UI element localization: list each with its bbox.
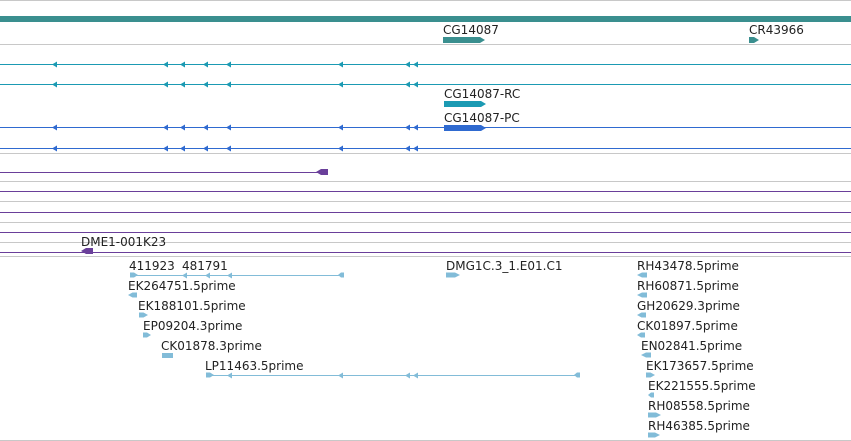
est-label-rh08558[interactable]: RH08558.5prime bbox=[648, 399, 750, 413]
intron-arrow bbox=[413, 124, 418, 131]
intron-arrow bbox=[226, 145, 231, 152]
est-block-ek173657 bbox=[646, 372, 655, 378]
est-label-411923[interactable]: 411923 bbox=[129, 259, 175, 273]
est-block-rh60871 bbox=[637, 292, 647, 298]
intron-arrow bbox=[163, 61, 168, 68]
est-label-rh46385[interactable]: RH46385.5prime bbox=[648, 419, 750, 433]
est-block bbox=[206, 372, 214, 378]
intron-arrow bbox=[52, 81, 57, 88]
est-arrow bbox=[413, 372, 418, 379]
est-label-481791[interactable]: 481791 bbox=[182, 259, 228, 273]
intron-arrow bbox=[405, 61, 410, 68]
clone-glyph-dme1-001k23 bbox=[81, 248, 93, 254]
est-block-ck01878 bbox=[162, 353, 173, 358]
purple-feature-block bbox=[316, 169, 328, 175]
est-block bbox=[574, 372, 580, 378]
intron-arrow bbox=[180, 61, 185, 68]
est-label-ek264751[interactable]: EK264751.5prime bbox=[128, 279, 236, 293]
est-label-en02841[interactable]: EN02841.5prime bbox=[641, 339, 743, 353]
est-label-ek173657[interactable]: EK173657.5prime bbox=[646, 359, 754, 373]
intron-arrow bbox=[52, 124, 57, 131]
intron-arrow bbox=[163, 81, 168, 88]
est-block-rh08558 bbox=[648, 412, 661, 418]
intron-arrow bbox=[203, 124, 208, 131]
est-label-ep09204[interactable]: EP09204.3prime bbox=[143, 319, 243, 333]
est-arrow bbox=[205, 272, 210, 279]
intron-arrow bbox=[52, 145, 57, 152]
est-arrow bbox=[182, 272, 187, 279]
est-label-ek188101[interactable]: EK188101.5prime bbox=[138, 299, 246, 313]
est-label-lp11463[interactable]: LP11463.5prime bbox=[205, 359, 304, 373]
est-block-ek264751 bbox=[128, 292, 137, 298]
est-block-dmg1c3 bbox=[446, 272, 460, 278]
est-block bbox=[130, 272, 138, 278]
gene-label-cr43966[interactable]: CR43966 bbox=[749, 23, 804, 37]
transcript-label-rc[interactable]: CG14087-RC bbox=[444, 87, 521, 101]
intron-arrow bbox=[405, 145, 410, 152]
est-label-ck01897[interactable]: CK01897.5prime bbox=[637, 319, 738, 333]
gene-glyph-cg14087 bbox=[443, 37, 485, 43]
intron-arrow bbox=[52, 61, 57, 68]
est-label-ck01878[interactable]: CK01878.3prime bbox=[161, 339, 262, 353]
intron-arrow bbox=[226, 61, 231, 68]
intron-arrow bbox=[203, 145, 208, 152]
intron-arrow bbox=[413, 61, 418, 68]
intron-arrow bbox=[180, 124, 185, 131]
est-block-ek221555 bbox=[648, 392, 654, 398]
top-scale-bar bbox=[0, 16, 851, 22]
est-block-gh20629 bbox=[637, 312, 646, 318]
est-block-ek188101 bbox=[139, 312, 148, 318]
est-arrow bbox=[405, 372, 410, 379]
est-label-rh43478[interactable]: RH43478.5prime bbox=[637, 259, 739, 273]
est-label-ek221555[interactable]: EK221555.5prime bbox=[648, 379, 756, 393]
est-block-rh46385 bbox=[648, 432, 660, 438]
est-block-ck01897 bbox=[637, 332, 645, 338]
intron-arrow bbox=[338, 81, 343, 88]
est-block-rh43478 bbox=[637, 272, 647, 278]
intron-arrow bbox=[180, 145, 185, 152]
clone-label[interactable]: DME1-001K23 bbox=[81, 235, 167, 249]
est-block bbox=[338, 272, 344, 278]
intron-arrow bbox=[163, 124, 168, 131]
intron-arrow bbox=[338, 145, 343, 152]
intron-arrow bbox=[163, 145, 168, 152]
intron-arrow bbox=[226, 81, 231, 88]
est-arrow bbox=[227, 372, 232, 379]
intron-arrow bbox=[405, 81, 410, 88]
transcript-label-pc[interactable]: CG14087-PC bbox=[444, 111, 520, 125]
est-block-en02841 bbox=[641, 352, 651, 358]
est-label-rh60871[interactable]: RH60871.5prime bbox=[637, 279, 739, 293]
intron-arrow bbox=[338, 124, 343, 131]
est-arrow bbox=[227, 272, 232, 279]
transcript-glyph-rc bbox=[444, 101, 486, 107]
intron-arrow bbox=[203, 61, 208, 68]
intron-arrow bbox=[338, 61, 343, 68]
intron-arrow bbox=[203, 81, 208, 88]
est-arrow bbox=[338, 372, 343, 379]
transcript-glyph-pc bbox=[444, 125, 486, 131]
gene-glyph-cr43966 bbox=[749, 37, 759, 43]
intron-arrow bbox=[405, 124, 410, 131]
intron-arrow bbox=[413, 145, 418, 152]
intron-arrow bbox=[226, 124, 231, 131]
intron-arrow bbox=[413, 81, 418, 88]
est-label-dmg1c3[interactable]: DMG1C.3_1.E01.C1 bbox=[446, 259, 563, 273]
est-label-gh20629[interactable]: GH20629.3prime bbox=[637, 299, 740, 313]
intron-arrow bbox=[180, 81, 185, 88]
est-block-ep09204 bbox=[143, 332, 151, 338]
gene-label-cg14087[interactable]: CG14087 bbox=[443, 23, 499, 37]
